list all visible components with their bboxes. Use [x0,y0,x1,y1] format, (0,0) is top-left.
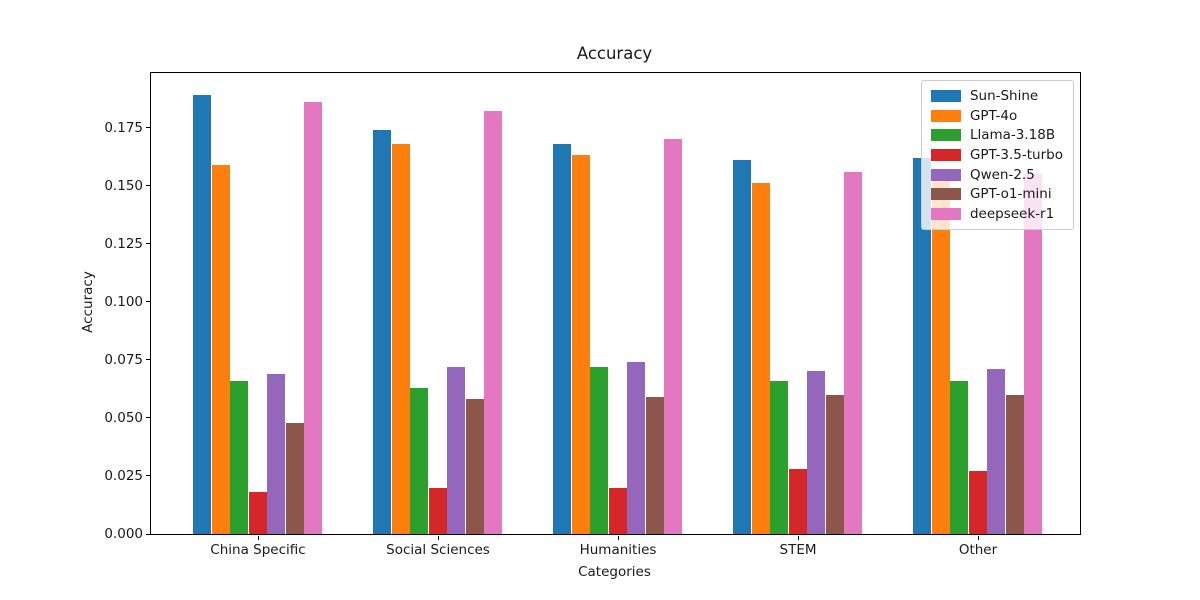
bar-gpt-o1-mini [465,399,484,534]
bar-cluster [733,73,863,534]
bar-qwen-2-5 [807,371,826,534]
x-tick-label: Other [958,542,998,558]
legend-label: GPT-o1-mini [969,186,1052,203]
y-tick-mark [146,359,150,361]
y-axis-label: Accuracy [80,271,96,333]
bar-gpt-4o [931,178,950,534]
x-tick-mark [618,536,619,540]
legend-label: Llama-3.18B [969,127,1056,144]
bar-sun-shine [553,143,571,534]
legend-item: Llama-3.18B [930,125,1063,145]
legend-item: GPT-o1-mini [930,184,1063,204]
bar-gpt-3-5-turbo [968,471,987,534]
legend-label: deepseek-r1 [969,205,1055,222]
bar-gpt-4o [211,164,230,534]
bar-qwen-2-5 [627,362,646,534]
bar-sun-shine [373,129,391,534]
bar-gpt-o1-mini [1005,394,1024,534]
legend-swatch-icon [930,188,961,201]
bar-llama-3-18b [950,380,969,534]
chart-title: Accuracy [576,44,653,63]
bar-gpt-4o [751,183,770,534]
bar-cluster [553,73,683,534]
y-tick-mark [146,127,150,129]
bar-gpt-3-5-turbo [788,468,807,534]
legend-label: GPT-4o [969,107,1018,124]
y-tick-mark [146,301,150,303]
y-tick-label: 0.000 [104,526,143,542]
bar-deepseek-r1 [304,102,323,534]
y-tick-mark [146,185,150,187]
y-tick-label: 0.125 [104,235,143,252]
x-tick-mark [258,536,259,540]
bar-llama-3-18b [410,387,429,534]
bar-gpt-3-5-turbo [428,487,447,534]
legend-item: Sun-Shine [930,86,1063,106]
bar-qwen-2-5 [987,369,1006,534]
bar-gpt-o1-mini [285,422,304,534]
bar-qwen-2-5 [447,366,466,534]
bar-qwen-2-5 [267,373,286,534]
x-tick-mark [798,536,799,540]
bar-gpt-4o [571,155,590,534]
x-tick-label: China Specific [210,542,306,558]
x-tick-label: STEM [779,542,817,558]
legend-swatch-icon [930,168,961,181]
bar-gpt-4o [391,143,410,534]
legend-item: GPT-3.5-turbo [930,145,1063,165]
bar-gpt-3-5-turbo [608,487,627,534]
bar-sun-shine [193,95,211,534]
y-tick-label: 0.175 [104,119,143,136]
bar-llama-3-18b [230,380,249,534]
bar-llama-3-18b [590,366,609,534]
bar-deepseek-r1 [484,111,503,534]
bar-deepseek-r1 [844,171,863,534]
bar-deepseek-r1 [1024,174,1043,534]
legend-swatch-icon [930,109,961,122]
bar-cluster [193,73,323,534]
legend-swatch-icon [930,207,961,220]
y-tick-mark [146,243,150,245]
y-tick-label: 0.025 [104,467,143,484]
legend-item: GPT-4o [930,106,1063,126]
y-tick-label: 0.100 [104,293,143,310]
y-tick-label: 0.050 [104,409,143,426]
y-tick-mark [146,475,150,477]
y-tick-mark [146,533,150,535]
bar-sun-shine [733,160,751,534]
legend-label: GPT-3.5-turbo [969,146,1063,163]
bar-llama-3-18b [770,380,789,534]
legend-item: deepseek-r1 [930,204,1063,224]
bar-gpt-3-5-turbo [248,492,267,534]
bar-deepseek-r1 [664,139,683,534]
bar-gpt-o1-mini [825,394,844,534]
y-tick-label: 0.150 [104,177,143,194]
x-tick-label: Humanities [579,542,657,558]
x-axis-label: Categories [578,564,651,580]
legend: Sun-Shine GPT-4o Llama-3.18B GPT-3.5-turbo Q… [920,80,1074,230]
x-tick-mark [978,536,979,540]
legend-swatch-icon [930,89,961,102]
legend-item: Qwen-2.5 [930,165,1063,185]
plot-area: 0.000 0.025 0.050 0.075 0.100 0.125 0.150 0.175… [104,72,1081,558]
bar-cluster [913,73,1043,534]
legend-label: Qwen-2.5 [969,166,1035,183]
bar-sun-shine [913,157,931,534]
bar-gpt-o1-mini [645,396,664,534]
x-tick-mark [438,536,439,540]
legend-swatch-icon [930,148,961,161]
legend-label: Sun-Shine [969,87,1039,104]
legend-swatch-icon [930,129,961,142]
y-tick-label: 0.075 [104,351,143,368]
y-tick-mark [146,417,150,419]
bar-cluster [373,73,503,534]
x-tick-label: Social Sciences [386,542,490,558]
